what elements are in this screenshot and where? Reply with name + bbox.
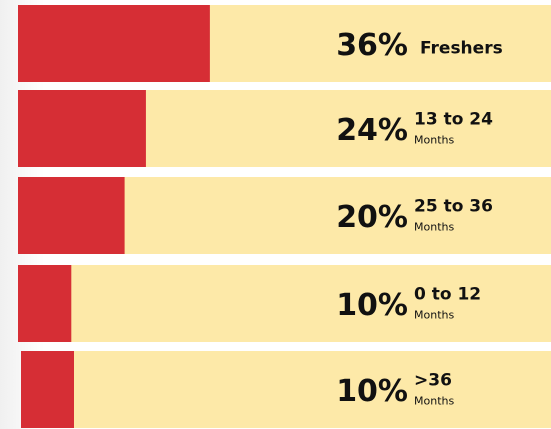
category-note: Months <box>414 221 454 234</box>
value-label: 36% <box>336 28 408 63</box>
value-label: 10% <box>336 288 408 323</box>
category-note: Months <box>414 395 454 408</box>
bar <box>21 351 74 428</box>
bar <box>18 265 72 342</box>
value-label: 10% <box>336 374 408 409</box>
category-label: Freshers <box>420 39 503 59</box>
bar <box>18 90 146 167</box>
category-note: Months <box>414 134 454 147</box>
category-note: Months <box>414 309 454 322</box>
value-label: 24% <box>336 113 408 148</box>
category-label: >36 <box>414 371 452 391</box>
bar-track <box>21 351 551 428</box>
bar <box>18 177 125 254</box>
category-label: 25 to 36 <box>414 197 493 217</box>
bar-track <box>18 265 551 342</box>
category-label: 0 to 12 <box>414 285 481 305</box>
category-label: 13 to 24 <box>414 110 493 130</box>
bar <box>18 5 210 82</box>
value-label: 20% <box>336 200 408 235</box>
